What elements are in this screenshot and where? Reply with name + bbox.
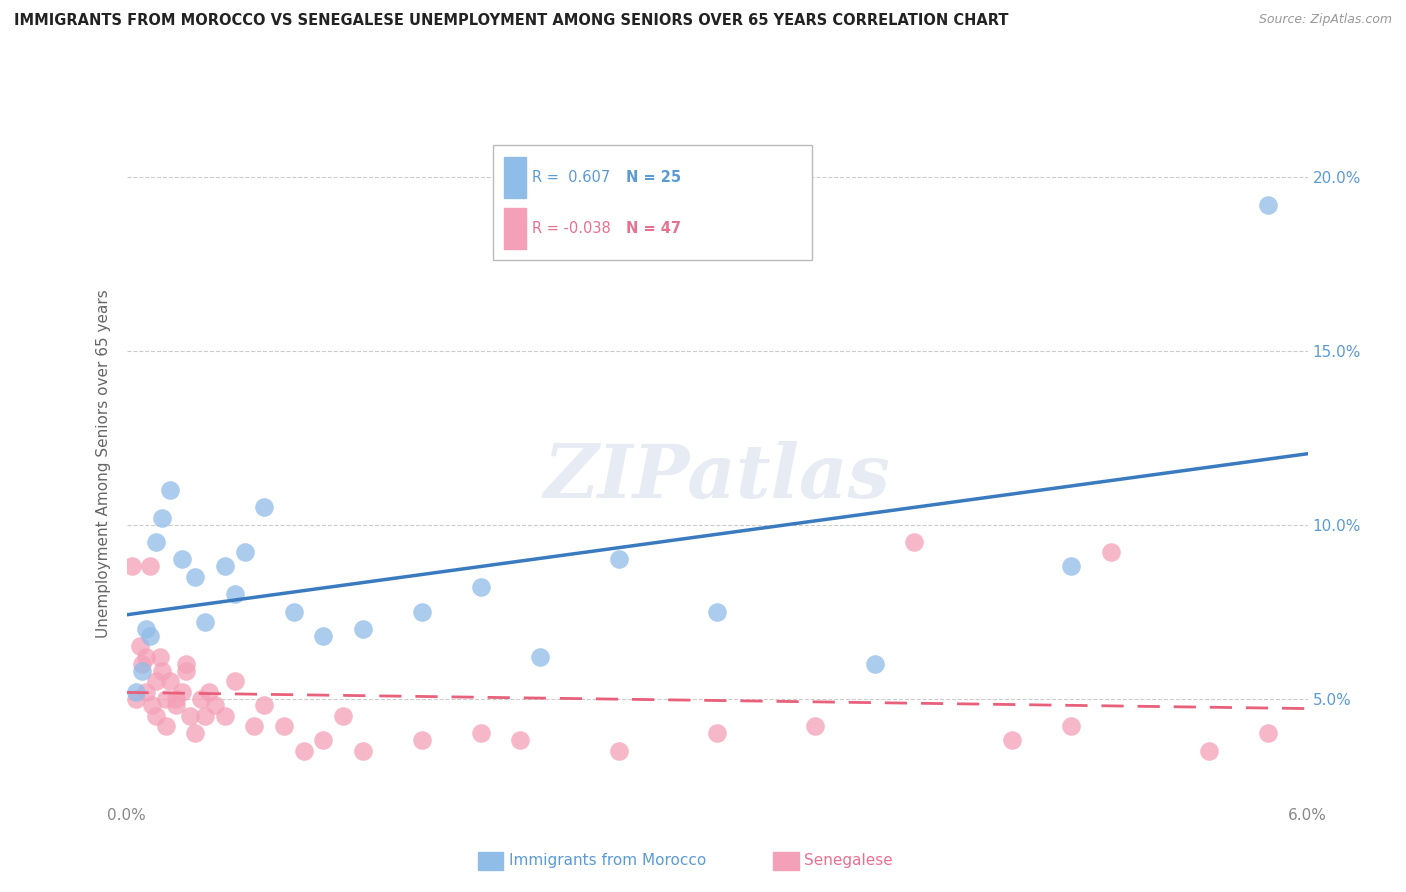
Point (214, 559, 236, 574)
Point (129, 640, 152, 654)
Point (470, 580, 492, 594)
Point (863, 657, 886, 671)
Point (131, 657, 153, 671)
Point (170, 552, 193, 566)
Point (194, 709, 217, 723)
Point (174, 657, 197, 671)
Point (332, 709, 354, 723)
Point (352, 622, 374, 636)
Point (233, 545, 256, 559)
Text: IMMIGRANTS FROM MOROCCO VS SENEGALESE UNEMPLOYMENT AMONG SENIORS OVER 65 YEARS C: IMMIGRANTS FROM MOROCCO VS SENEGALESE UN… (14, 13, 1008, 29)
Text: N = 47: N = 47 (626, 220, 681, 235)
Point (150, 664, 173, 678)
Point (184, 570, 207, 584)
Point (184, 726, 207, 740)
Point (165, 691, 187, 706)
Point (1257, 726, 1279, 740)
Text: Senegalese: Senegalese (804, 854, 893, 868)
Point (159, 483, 181, 497)
Point (179, 709, 201, 723)
Point (170, 684, 193, 698)
Point (1099, 545, 1122, 559)
Text: R =  0.607: R = 0.607 (531, 170, 610, 185)
Point (1257, 198, 1279, 212)
Point (292, 744, 315, 758)
Point (1001, 733, 1024, 747)
Point (214, 709, 236, 723)
Point (155, 691, 177, 706)
Point (190, 691, 212, 706)
Point (150, 510, 173, 524)
Point (312, 733, 335, 747)
Text: ZIPatlas: ZIPatlas (544, 442, 890, 514)
Y-axis label: Unemployment Among Seniors over 65 years: Unemployment Among Seniors over 65 years (96, 290, 111, 638)
Point (243, 719, 266, 733)
Point (194, 615, 217, 629)
Point (411, 733, 433, 747)
Point (706, 605, 728, 619)
Point (224, 587, 246, 601)
Point (312, 629, 335, 643)
Point (607, 744, 630, 758)
Point (165, 698, 187, 713)
Text: N = 25: N = 25 (626, 170, 682, 185)
Text: Immigrants from Morocco: Immigrants from Morocco (509, 854, 706, 868)
Point (283, 605, 305, 619)
Point (273, 719, 295, 733)
Point (1060, 719, 1083, 733)
Point (135, 622, 157, 636)
Point (224, 674, 246, 689)
Point (804, 719, 827, 733)
Point (159, 674, 181, 689)
Point (903, 535, 925, 549)
Point (607, 552, 630, 566)
Point (125, 691, 148, 706)
Point (352, 744, 374, 758)
Point (204, 698, 226, 713)
Text: R = -0.038: R = -0.038 (531, 220, 610, 235)
Point (125, 684, 148, 698)
Point (174, 664, 197, 678)
Point (509, 733, 531, 747)
Point (145, 535, 167, 549)
Text: Source: ZipAtlas.com: Source: ZipAtlas.com (1258, 13, 1392, 27)
Point (121, 559, 143, 574)
Point (135, 684, 157, 698)
Point (135, 649, 157, 664)
Point (141, 698, 163, 713)
Point (253, 698, 276, 713)
Point (155, 719, 177, 733)
Point (198, 684, 221, 698)
Point (139, 629, 162, 643)
Point (145, 674, 167, 689)
Point (470, 726, 492, 740)
Point (149, 649, 172, 664)
Point (1198, 744, 1220, 758)
Point (139, 559, 162, 574)
Point (253, 500, 276, 515)
Point (131, 664, 153, 678)
Point (1060, 559, 1083, 574)
Point (706, 726, 728, 740)
Point (411, 605, 433, 619)
Point (145, 709, 167, 723)
Point (529, 649, 551, 664)
